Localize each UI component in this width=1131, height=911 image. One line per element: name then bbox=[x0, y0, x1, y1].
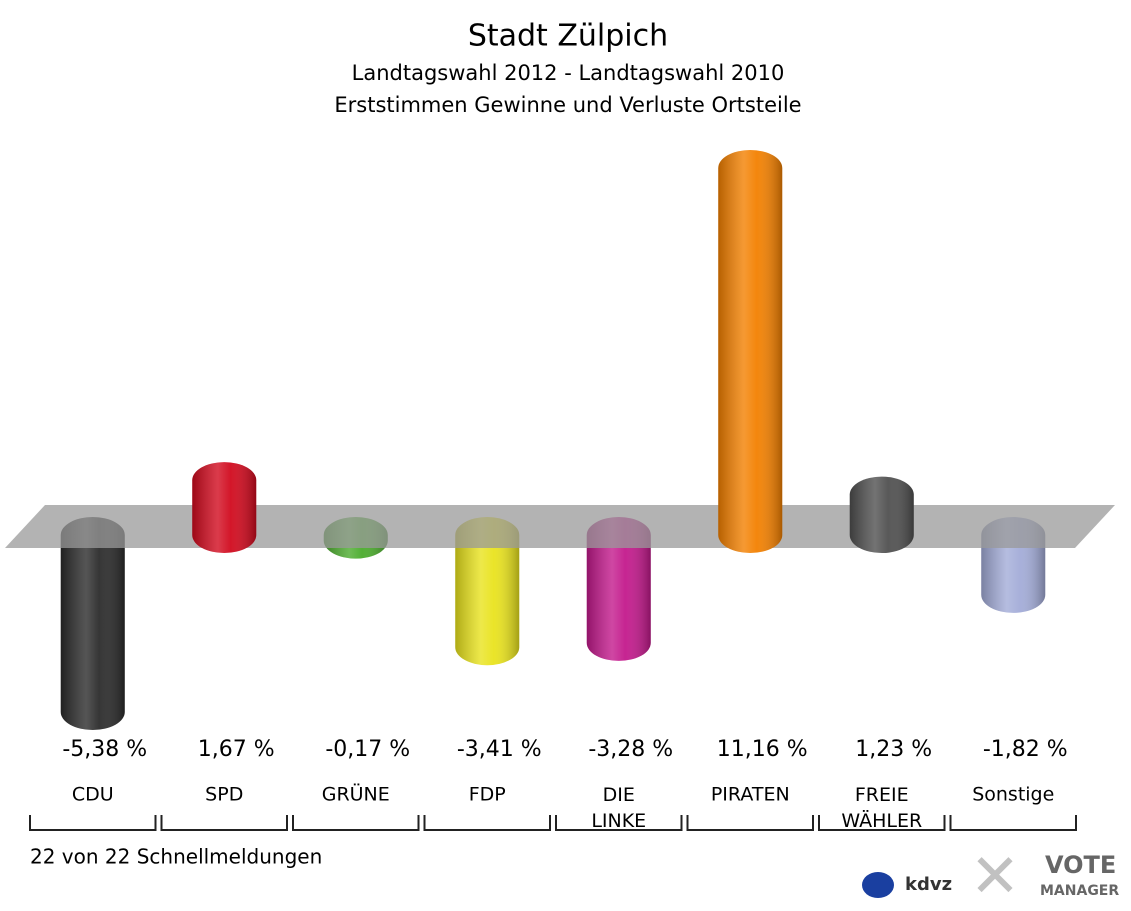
x-tick-label-line: LINKE bbox=[591, 810, 646, 832]
bar-shade bbox=[849, 476, 914, 554]
category-bracket bbox=[423, 815, 551, 831]
logo-text: MANAGER bbox=[1040, 883, 1119, 899]
bar-shade bbox=[192, 462, 257, 554]
x-tick-label-line: DIE bbox=[603, 784, 635, 806]
bar-shade bbox=[718, 150, 783, 554]
value-label: -0,17 % bbox=[325, 737, 410, 762]
category-bracket bbox=[686, 815, 814, 831]
category-bracket bbox=[949, 815, 1077, 831]
bar-shade bbox=[455, 517, 520, 666]
x-tick-label-line: WÄHLER bbox=[841, 809, 922, 832]
x-tick-label: GRÜNE bbox=[322, 783, 390, 806]
chart-subtitle: Erststimmen Gewinne und Verluste Ortstei… bbox=[334, 93, 801, 117]
category-bracket bbox=[818, 815, 946, 831]
category-bracket bbox=[29, 815, 157, 831]
x-tick-label-line: FREIE bbox=[855, 784, 909, 806]
footnote: 22 von 22 Schnellmeldungen bbox=[30, 845, 322, 869]
value-label: -1,82 % bbox=[983, 737, 1068, 762]
value-label: 11,16 % bbox=[717, 737, 808, 762]
chart-subtitle: Landtagswahl 2012 - Landtagswahl 2010 bbox=[352, 61, 785, 85]
x-tick-label: SPD bbox=[205, 784, 243, 806]
x-tick-label: CDU bbox=[72, 784, 114, 806]
value-label: -3,41 % bbox=[457, 737, 542, 762]
logo-text: VOTE bbox=[1045, 851, 1116, 879]
value-label: -5,38 % bbox=[62, 737, 147, 762]
category-bracket bbox=[160, 815, 288, 831]
bar-shade bbox=[586, 517, 651, 661]
x-tick-label: FDP bbox=[469, 784, 506, 806]
x-tick-label: PIRATEN bbox=[711, 784, 790, 806]
value-label: -3,28 % bbox=[588, 737, 673, 762]
bar-shade bbox=[60, 517, 125, 730]
logo-text: kdvz bbox=[905, 874, 952, 895]
logo-icon bbox=[862, 872, 894, 898]
category-bracket bbox=[292, 815, 420, 831]
x-tick-label: Sonstige bbox=[972, 784, 1054, 806]
x-tick-label: DIE LINKE bbox=[591, 784, 646, 832]
value-label: 1,23 % bbox=[855, 737, 932, 762]
zero-plane bbox=[5, 505, 1115, 548]
value-label: 1,67 % bbox=[198, 737, 275, 762]
category-bracket bbox=[555, 815, 683, 831]
chart-title: Stadt Zülpich bbox=[468, 19, 668, 54]
x-tick-label: FREIE WÄHLER bbox=[841, 784, 922, 832]
logo-icon: ✕ bbox=[970, 842, 1020, 911]
